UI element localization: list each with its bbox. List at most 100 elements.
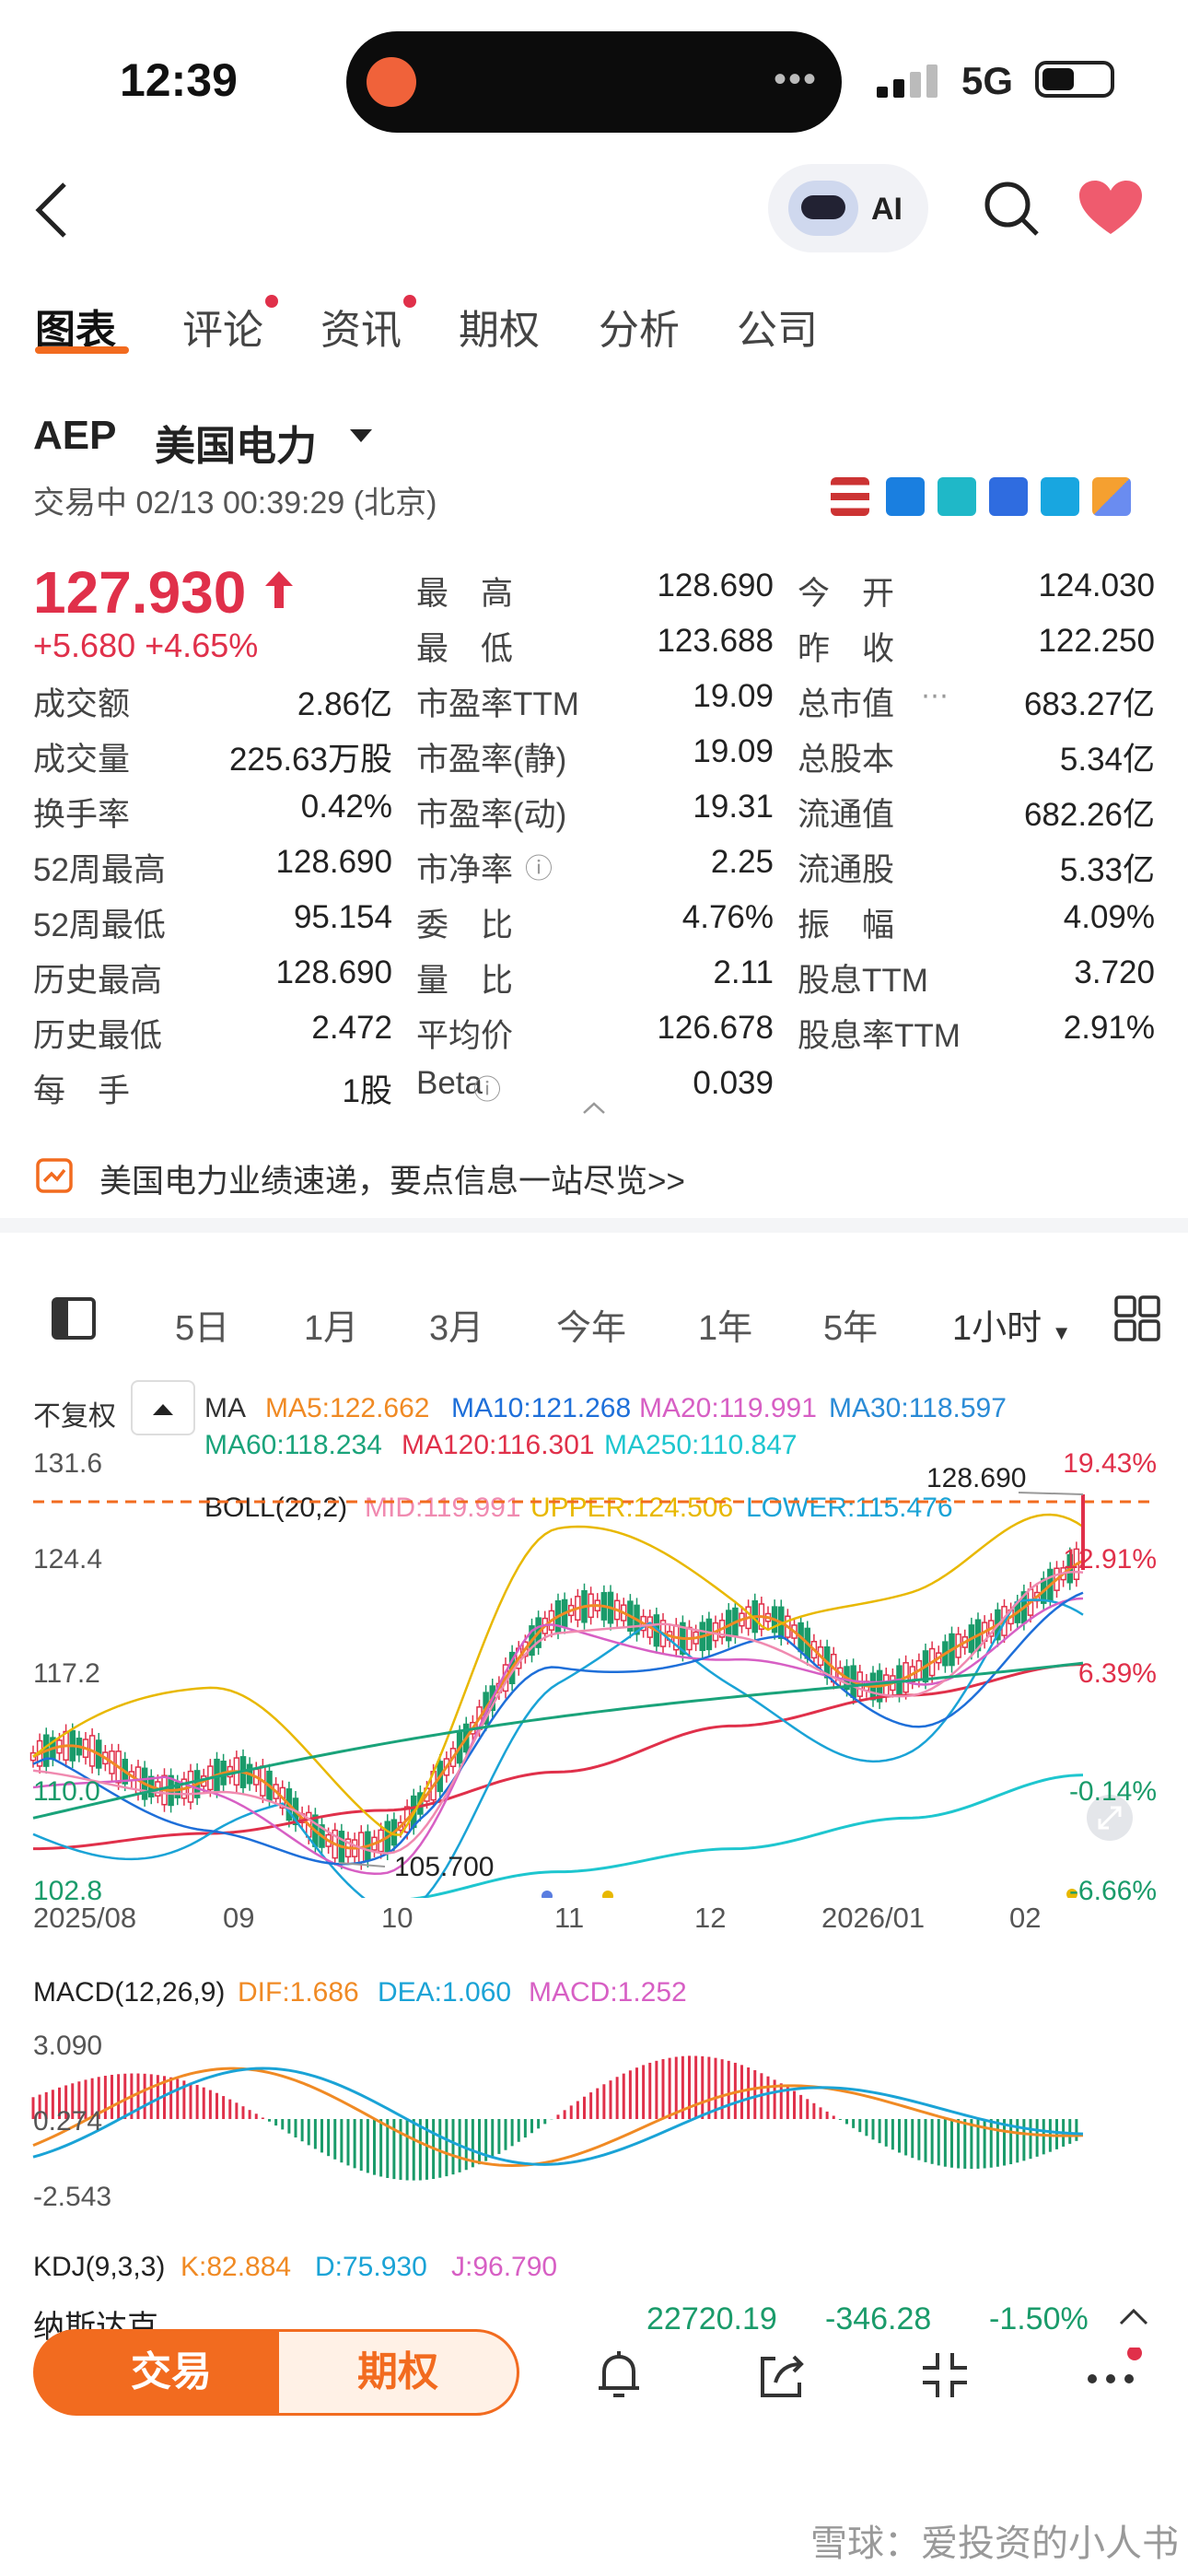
dropdown-caret-icon[interactable] <box>350 429 372 442</box>
period-3m[interactable]: 3月 <box>429 1309 484 1348</box>
y-label-4: 102.8 <box>33 1876 103 1906</box>
macd-line <box>32 2067 1084 2166</box>
stat-value: 128.690 <box>275 954 392 990</box>
info-icon[interactable]: ⓘ <box>473 1075 501 1106</box>
kdj-d-legend: D:75.930 <box>315 2252 427 2282</box>
tab-comments[interactable]: 评论 <box>182 295 278 356</box>
low-value: 123.688 <box>657 623 774 659</box>
period-ytd[interactable]: 今年 <box>556 1309 627 1348</box>
share-icon[interactable] <box>755 2348 810 2403</box>
collapse-chevron-icon[interactable] <box>582 1102 606 1115</box>
price-alert-icon[interactable] <box>591 2348 646 2403</box>
stat-value: 126.678 <box>657 1010 774 1046</box>
x-label-5: 2026/01 <box>821 1902 926 1934</box>
ma10-legend: MA10:121.268 <box>451 1393 632 1423</box>
indicator-line <box>32 1598 1084 1898</box>
stock-ticker: AEP <box>33 413 117 458</box>
period-5d[interactable]: 5日 <box>175 1309 230 1348</box>
y-label-3: 110.0 <box>33 1776 100 1807</box>
x-label-2: 10 <box>381 1902 413 1934</box>
tab-analysis[interactable]: 分析 <box>599 308 680 353</box>
stat-value: 0.42% <box>300 789 392 825</box>
period-1m[interactable]: 1月 <box>304 1309 359 1348</box>
stat-value: 19.31 <box>693 789 774 825</box>
dynamic-island: ••• <box>346 31 842 133</box>
tab-news[interactable]: 资讯 <box>320 295 416 356</box>
stat-value: 2.86亿 <box>297 686 392 722</box>
active-tab-indicator <box>35 346 129 354</box>
pct-label-0: 19.43% <box>1063 1448 1157 1479</box>
market-change-pct: -1.50% <box>989 2301 1089 2336</box>
info-icon[interactable]: ⓘ <box>525 854 553 884</box>
pct-label-3: -0.14% <box>1068 1776 1157 1807</box>
unread-dot <box>403 295 416 308</box>
tab-chart[interactable]: 图表 <box>35 308 116 353</box>
ma30-legend: MA30:118.597 <box>829 1393 1007 1423</box>
event-marker[interactable] <box>542 1891 553 1898</box>
macd-chart[interactable] <box>0 2027 1188 2211</box>
fullscreen-exit-icon[interactable] <box>917 2348 973 2403</box>
ai-assistant-button[interactable]: AI <box>768 164 928 252</box>
favorite-heart-icon[interactable] <box>1077 181 1144 236</box>
period-5y[interactable]: 5年 <box>823 1309 879 1348</box>
stat-label: 换手率 <box>33 797 131 833</box>
macd-title: MACD(12,26,9) <box>33 1977 226 2008</box>
options-button[interactable]: 期权 <box>276 2329 519 2416</box>
stat-label: 平均价 <box>416 1018 514 1054</box>
macd-value-legend: MACD:1.252 <box>529 1977 687 2008</box>
signal-icon <box>877 64 949 98</box>
more-dots-icon: ••• <box>773 59 818 100</box>
stock-name[interactable]: 美国电力 <box>155 424 317 469</box>
x-label-6: 02 <box>1009 1902 1042 1934</box>
open-value: 124.030 <box>1038 568 1155 603</box>
macd-dif-legend: DIF:1.686 <box>238 1977 359 2008</box>
stat-label: 市盈率(静) <box>416 742 567 778</box>
stat-label: 成交额 <box>33 686 131 722</box>
expand-chart-icon[interactable] <box>1087 1795 1133 1841</box>
search-icon[interactable] <box>982 179 1041 238</box>
stat-label: 委 比 <box>416 907 514 943</box>
stat-value: 128.690 <box>275 844 392 880</box>
pct-label-2: 6.39% <box>1077 1658 1157 1689</box>
series-line-ma250 <box>410 1774 1084 1898</box>
ma20-legend: MA20:119.991 <box>639 1393 817 1423</box>
y-label-1: 124.4 <box>33 1544 103 1575</box>
grid-layout-icon[interactable] <box>1114 1295 1160 1341</box>
ma-toggle-button[interactable] <box>131 1380 195 1435</box>
trade-button[interactable]: 交易 <box>33 2329 309 2416</box>
section-divider <box>0 1218 1188 1233</box>
market-change: -346.28 <box>825 2301 932 2336</box>
tab-options[interactable]: 期权 <box>459 308 540 353</box>
prev-close-value: 122.250 <box>1038 623 1155 659</box>
x-label-4: 12 <box>694 1902 727 1934</box>
market-expand-chevron-icon[interactable] <box>1118 2307 1149 2327</box>
stat-label: 股息TTM <box>798 963 928 999</box>
event-marker[interactable] <box>1066 1889 1077 1898</box>
adjust-label[interactable]: 不复权 <box>33 1401 116 1432</box>
x-label-3: 11 <box>554 1902 585 1934</box>
stat-label: 总市值 <box>798 686 895 722</box>
period-1h-dropdown[interactable]: 1小时 ▼ <box>952 1309 1072 1348</box>
ma60-legend: MA60:118.234 <box>204 1430 382 1460</box>
more-menu-icon[interactable] <box>1083 2348 1147 2403</box>
sidebar-toggle-icon[interactable] <box>52 1297 96 1340</box>
kdj-title: KDJ(9,3,3) <box>33 2252 166 2282</box>
unread-dot <box>265 295 278 308</box>
stat-label: 成交量 <box>33 742 131 778</box>
stat-label: 历史最高 <box>33 963 163 999</box>
more-info-icon[interactable]: ⋯ <box>921 681 949 711</box>
event-marker[interactable] <box>602 1891 613 1898</box>
back-chevron-icon[interactable] <box>33 181 70 240</box>
kdj-j-legend: J:96.790 <box>451 2252 558 2282</box>
stat-value: 5.33亿 <box>1059 852 1155 888</box>
x-label-1: 09 <box>223 1902 255 1934</box>
price-chart[interactable] <box>0 1437 1188 1898</box>
up-arrow-icon <box>265 571 293 608</box>
stat-label: 52周最低 <box>33 907 166 943</box>
period-1y[interactable]: 1年 <box>698 1309 753 1348</box>
tab-company[interactable]: 公司 <box>737 308 818 353</box>
low-annotation-leader <box>338 1862 386 1868</box>
earnings-notice-link[interactable]: 美国电力业绩速递，要点信息一站尽览>> <box>99 1164 685 1200</box>
stat-value: 225.63万股 <box>228 742 392 778</box>
stat-value: 2.11 <box>713 954 774 990</box>
